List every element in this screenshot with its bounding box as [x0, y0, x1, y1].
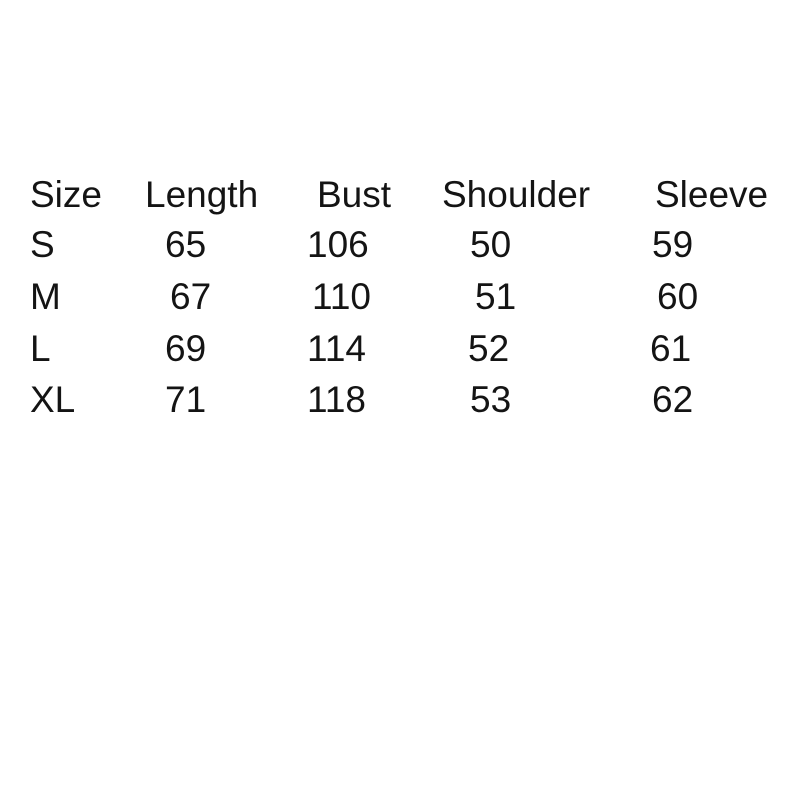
cell-size: M	[30, 276, 61, 317]
header-shoulder: Shoulder	[442, 174, 591, 215]
cell-size: S	[30, 224, 55, 265]
cell-bust: 110	[312, 276, 371, 317]
cell-length: 69	[165, 328, 207, 369]
cell-shoulder: 50	[470, 224, 512, 265]
cell-bust: 106	[307, 224, 369, 265]
header-bust: Bust	[317, 174, 392, 215]
cell-size: L	[30, 328, 51, 369]
cell-size: XL	[30, 379, 76, 420]
cell-sleeve: 62	[652, 379, 694, 420]
cell-sleeve: 59	[652, 224, 694, 265]
cell-shoulder: 53	[470, 379, 512, 420]
cell-length: 65	[165, 224, 207, 265]
cell-shoulder: 51	[475, 276, 517, 317]
header-size: Size	[30, 174, 102, 215]
header-sleeve: Sleeve	[655, 174, 769, 215]
cell-sleeve: 61	[650, 328, 692, 369]
cell-length: 71	[165, 379, 207, 420]
cell-shoulder: 52	[468, 328, 510, 369]
cell-length: 67	[170, 276, 212, 317]
cell-bust: 114	[307, 328, 366, 369]
cell-bust: 118	[307, 379, 366, 420]
cell-sleeve: 60	[657, 276, 699, 317]
header-length: Length	[145, 174, 259, 215]
